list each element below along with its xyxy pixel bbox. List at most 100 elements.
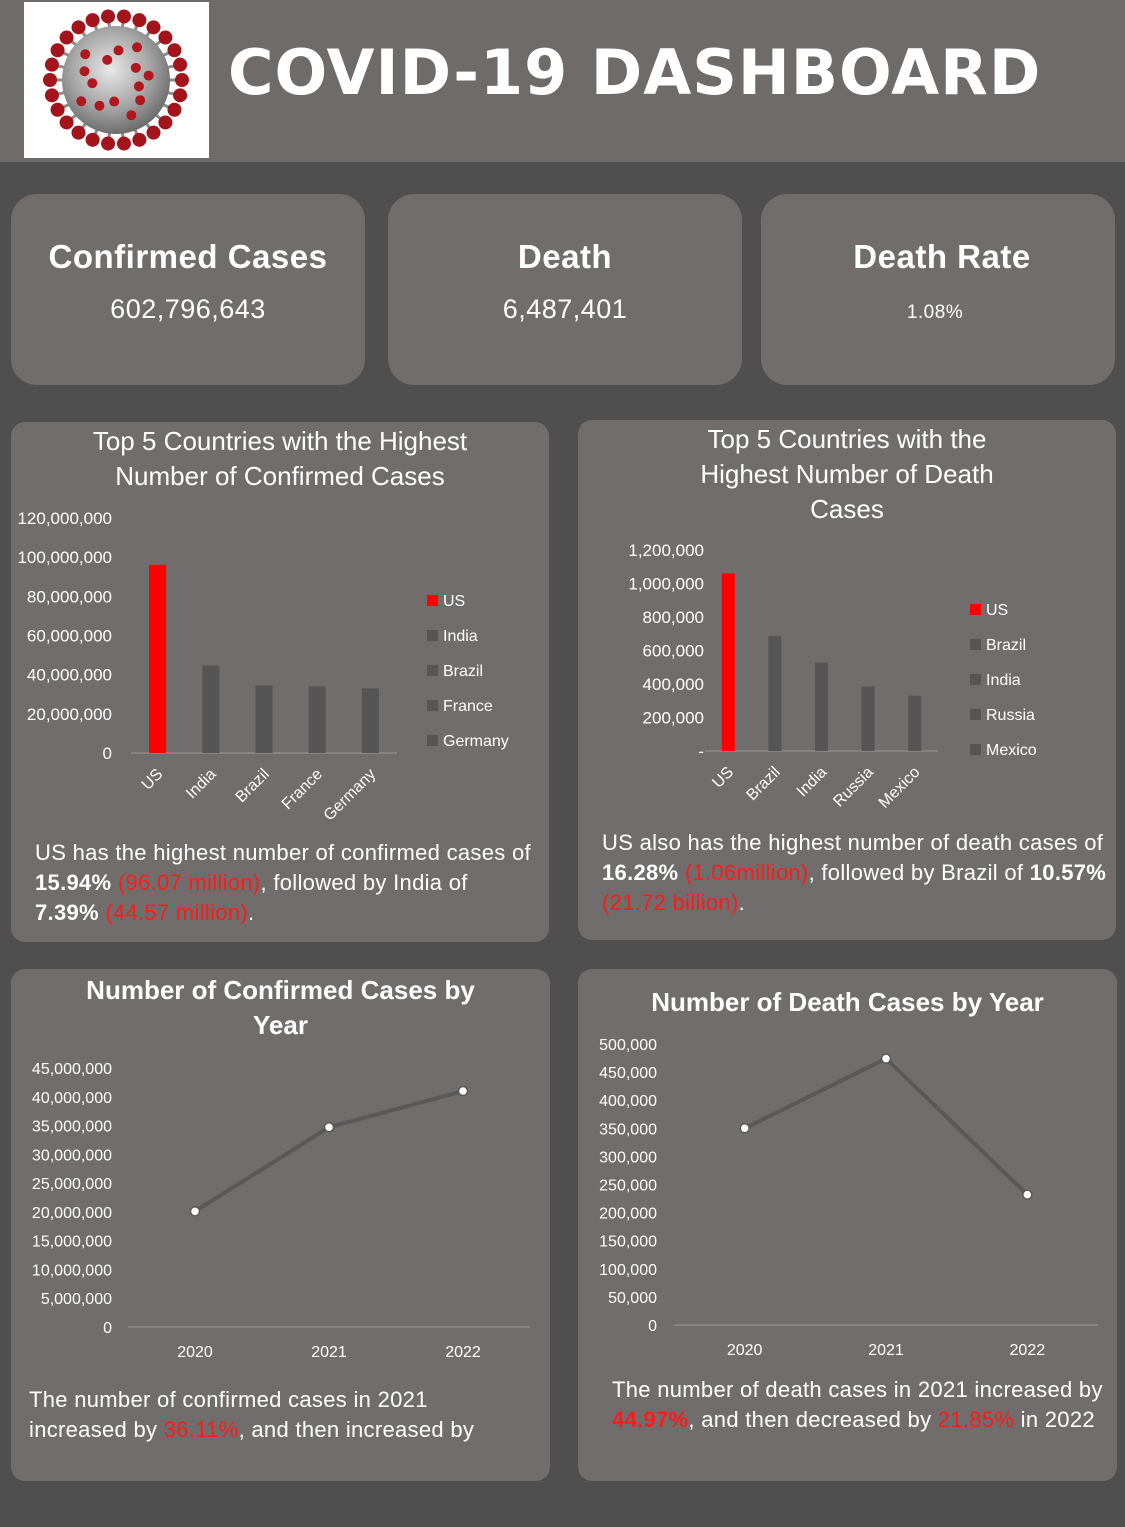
note-percent: 7.39% [35,900,99,925]
y-tick-label: 20,000,000 [32,1205,112,1222]
x-tick-label: Brazil [233,766,273,806]
note-highlight: (44.57 million) [105,900,248,925]
note-text: The number of confirmed cases in 2021 in… [29,1387,428,1442]
note-text: , and then increased by [238,1417,475,1442]
x-tick-label: Brazil [743,764,783,804]
legend-label: France [443,698,493,715]
y-tick-label: 0 [103,744,112,763]
bar [815,662,828,751]
kpi-value: 6,487,401 [502,294,628,324]
chart-title: Number of Confirmed Cases by Year [86,975,475,1040]
chart-title: Top 5 Countries with the Highest Number … [92,426,468,491]
y-tick-label: 80,000,000 [27,587,112,606]
y-tick-label: 450,000 [599,1065,657,1082]
bar [255,685,273,753]
note-text: , followed by India of [260,870,468,895]
x-tick-label: Russia [830,764,877,811]
y-tick-label: 350,000 [599,1121,657,1138]
panel-top5-confirmed: Top 5 Countries with the Highest Number … [11,422,549,942]
kpi-card-death: Death 6,487,401 [388,194,742,385]
note-highlight: 21.85% [937,1407,1015,1432]
bar [308,686,326,753]
kpi-value: 602,796,643 [110,294,266,324]
note-highlight: (96.07 million) [117,870,261,895]
note-text: , followed by Brazil of [808,860,1030,885]
note-percent: 10.57% [1029,860,1107,885]
data-point [880,1053,892,1064]
y-tick-label: 100,000,000 [17,548,112,567]
x-tick-label: US [709,764,737,792]
legend-swatch [427,595,438,606]
y-tick-label: 800,000 [643,608,704,627]
chart-title: Number of Death Cases by Year [651,987,1044,1017]
y-tick-label: 0 [648,1318,657,1335]
legend-swatch [427,630,438,641]
legend-label: Brazil [986,637,1026,654]
x-tick-label: Mexico [876,764,924,812]
y-tick-label: 300,000 [599,1149,657,1166]
header-bar: COVID-19 DASHBOARD [0,0,1125,162]
y-tick-label: 1,200,000 [628,541,704,560]
panel-confirmed-by-year: Number of Confirmed Cases by Year 0 5,000… [11,969,550,1481]
legend-swatch [970,674,981,685]
kpi-label: Death [517,238,613,275]
x-tick-label: France [279,766,326,813]
bar [768,636,782,751]
legend-swatch [970,709,981,720]
y-tick-label: 100,000 [599,1262,657,1279]
insight-text: US also has the highest number of death … [602,828,1107,918]
note-highlight: 44.97% [612,1407,689,1432]
data-point [189,1206,201,1217]
x-tick-label: US [139,766,167,794]
y-tick-label: 35,000,000 [32,1119,112,1136]
y-tick-label: - [698,742,704,761]
y-tick-label: 60,000,000 [27,627,112,646]
y-tick-label: 600,000 [643,642,704,661]
y-tick-label: 40,000,000 [32,1090,112,1107]
note-text: The number of death cases in 2021 increa… [612,1377,1103,1402]
x-tick-label: India [183,766,220,803]
bar [202,665,220,753]
y-tick-label: 10,000,000 [32,1262,112,1279]
y-tick-label: 30,000,000 [32,1147,112,1164]
line-chart-confirmed: 0 5,000,000 10,000,000 15,000,000 20,000,000… [32,1061,530,1361]
legend-swatch [427,665,438,676]
panel-top5-death: Top 5 Countries with the Highest Number … [578,420,1116,940]
y-tick-label: 200,000 [599,1206,657,1223]
note-text: US has the highest number of confirmed c… [35,840,531,865]
note-percent: 16.28% [602,860,679,885]
legend-label: India [443,628,478,645]
bar-chart-confirmed: 0 20,000,000 40,000,000 60,000,000 80,000,00… [17,509,508,824]
data-point [739,1123,750,1134]
kpi-label: Confirmed Cases [48,238,328,275]
legend-swatch [970,639,981,650]
legend-label: Russia [986,707,1035,724]
y-tick-label: 1,000,000 [628,575,704,594]
bar [149,564,167,753]
bar-chart-death: - 200,000 400,000 600,000 800,000 1,000,000 1,… [628,541,1037,812]
y-tick-label: 5,000,000 [41,1291,112,1308]
legend-swatch [970,604,981,615]
legend-swatch [970,744,981,755]
bar [861,686,875,751]
insight-text: The number of confirmed cases in 2021 in… [29,1385,529,1445]
y-tick-label: 40,000,000 [27,666,112,685]
data-point [1022,1189,1033,1200]
y-tick-label: 150,000 [599,1234,657,1251]
x-tick-label: India [794,764,831,801]
note-highlight: (21.72 billion) [602,890,739,915]
y-tick-label: 250,000 [599,1178,657,1195]
x-tick-label: 2021 [311,1344,347,1361]
legend-label: Mexico [986,742,1037,759]
kpi-card-death-rate: Death Rate 1.08% [761,194,1115,385]
data-point [457,1085,469,1097]
series-line [193,1089,464,1214]
y-tick-label: 15,000,000 [32,1234,112,1251]
y-tick-label: 25,000,000 [32,1176,112,1193]
x-tick-label: 2020 [177,1344,213,1361]
legend-swatch [427,700,438,711]
x-tick-label: 2022 [445,1344,481,1361]
virus-image [24,2,209,158]
note-text: US also has the highest number of death … [602,830,1104,855]
note-text: , and then decreased by [688,1407,938,1432]
